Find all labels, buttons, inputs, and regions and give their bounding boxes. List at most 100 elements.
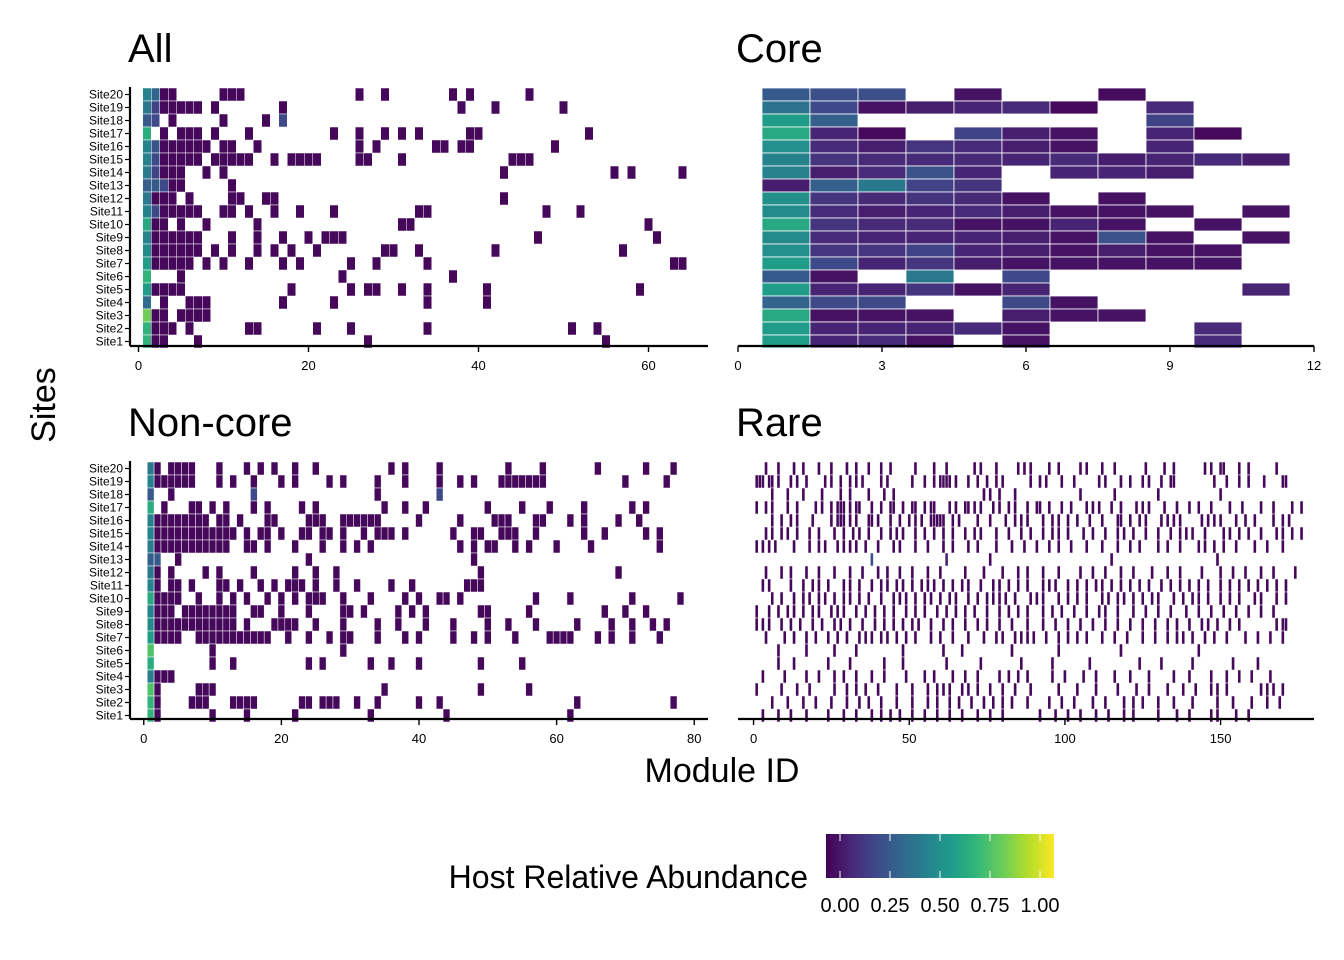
heatmap-cell [1056, 539, 1061, 554]
heatmap-cell [1000, 682, 1005, 697]
heatmap-cell [185, 295, 194, 310]
heatmap-cell [891, 617, 896, 632]
heatmap-cell [244, 204, 254, 219]
heatmap-cell [798, 617, 803, 632]
heatmap-cell [185, 243, 194, 258]
heatmap-cell [559, 100, 568, 115]
heatmap-cell [1103, 474, 1108, 489]
heatmap-cell [380, 682, 389, 697]
heatmap-cell [1053, 578, 1058, 593]
x-tick-label: 9 [1166, 358, 1173, 373]
heatmap-cell [891, 591, 896, 606]
heatmap-cell [866, 526, 871, 541]
heatmap-cell [525, 152, 534, 167]
heatmap-cell [857, 217, 907, 232]
heatmap-cell [374, 695, 382, 710]
heatmap-cell [1041, 578, 1045, 593]
heatmap-cell [761, 282, 811, 297]
heatmap-cell [193, 243, 203, 258]
heatmap-cell [222, 539, 231, 554]
heatmap-cell [208, 643, 217, 658]
heatmap-cell [1047, 695, 1052, 710]
heatmap-cell [854, 539, 859, 554]
heatmap-cell [863, 630, 868, 645]
heatmap-cell [1147, 669, 1151, 684]
heatmap-cell [312, 513, 320, 528]
heatmap-cell [842, 604, 846, 619]
heatmap-cell [907, 513, 912, 528]
heatmap-cell [876, 565, 880, 580]
heatmap-cell [174, 630, 182, 645]
heatmap-cell [415, 656, 423, 671]
heatmap-cell [202, 308, 211, 323]
heatmap-cell [905, 282, 955, 297]
heatmap-cell [1091, 617, 1095, 632]
heatmap-cell [913, 539, 918, 554]
heatmap-cell [146, 474, 155, 489]
heatmap-cell [779, 526, 784, 541]
heatmap-cell [504, 513, 513, 528]
heatmap-cell [972, 526, 977, 541]
heatmap-cell [229, 474, 237, 489]
heatmap-cell [1281, 682, 1285, 697]
heatmap-cell [1050, 656, 1055, 671]
heatmap-cell [761, 87, 811, 102]
heatmap-cell [346, 604, 354, 619]
heatmap-cell [845, 630, 849, 645]
heatmap-cell [188, 617, 196, 632]
heatmap-cell [1190, 526, 1195, 541]
heatmap-cell [470, 630, 478, 645]
heatmap-cell [456, 591, 464, 606]
heatmap-cell [167, 578, 175, 593]
heatmap-cell [253, 217, 262, 232]
heatmap-cell [188, 695, 196, 710]
heatmap-cell [580, 526, 588, 541]
heatmap-cell [817, 461, 821, 476]
heatmap-cell [1001, 243, 1051, 258]
heatmap-cell [1147, 682, 1151, 697]
heatmap-cell [1060, 500, 1064, 515]
heatmap-cell [1100, 630, 1105, 645]
heatmap-cell [635, 282, 645, 297]
heatmap-cell [168, 243, 177, 258]
heatmap-cell [546, 500, 554, 515]
heatmap-cell [1225, 669, 1229, 684]
heatmap-cell [1091, 500, 1095, 515]
heatmap-cell [243, 461, 251, 476]
heatmap-cell [542, 204, 551, 219]
heatmap-cell [146, 500, 155, 515]
heatmap-cell [1168, 474, 1173, 489]
heatmap-cell [851, 526, 856, 541]
heatmap-cell [832, 617, 837, 632]
y-tick-label: Site2 [96, 322, 124, 336]
heatmap-cell [951, 669, 955, 684]
heatmap-cell [807, 526, 812, 541]
heatmap-cell [809, 152, 859, 167]
heatmap-cell [848, 513, 852, 528]
heatmap-cell [1116, 682, 1120, 697]
heatmap-cell [1066, 513, 1070, 528]
heatmap-cell [678, 165, 687, 180]
heatmap-cell [792, 630, 796, 645]
heatmap-cell [146, 669, 155, 684]
heatmap-cell [1049, 165, 1099, 180]
heatmap-cell [779, 591, 784, 606]
heatmap-cell [607, 630, 616, 645]
heatmap-cell [339, 604, 347, 619]
heatmap-cell [243, 539, 251, 554]
heatmap-cell [1200, 617, 1204, 632]
heatmap-cell [1196, 500, 1201, 515]
heatmap-cell [470, 474, 478, 489]
heatmap-cell [642, 461, 650, 476]
heatmap-cell [985, 474, 989, 489]
heatmap-cell [1084, 539, 1089, 554]
heatmap-cell [160, 526, 169, 541]
heatmap-cell [298, 526, 306, 541]
heatmap-cell [1168, 604, 1173, 619]
heatmap-cell [202, 682, 210, 697]
heatmap-cell [1049, 243, 1099, 258]
heatmap-cell [1165, 617, 1170, 632]
heatmap-cell [435, 474, 444, 489]
heatmap-cell [842, 708, 846, 723]
heatmap-cell [938, 565, 943, 580]
